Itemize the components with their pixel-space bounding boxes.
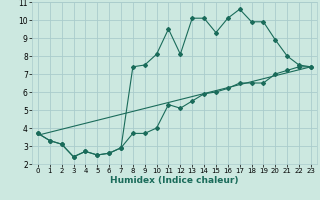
X-axis label: Humidex (Indice chaleur): Humidex (Indice chaleur) <box>110 176 239 185</box>
